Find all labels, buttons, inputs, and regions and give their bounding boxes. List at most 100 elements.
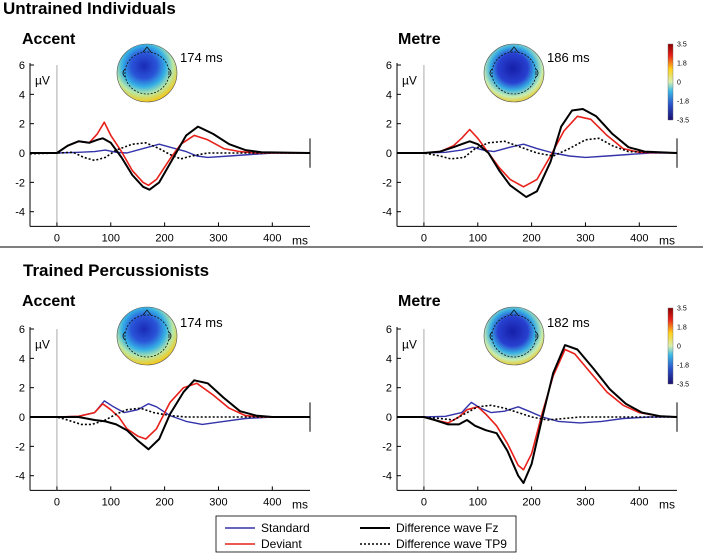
topography-map xyxy=(116,306,178,366)
topography-ear xyxy=(122,68,126,78)
topography-ear xyxy=(489,68,493,78)
colorbar-gradient xyxy=(667,43,674,121)
x-tick-label: 300 xyxy=(209,496,227,508)
x-axis-label: ms xyxy=(292,497,308,511)
y-tick-label: 0 xyxy=(19,412,25,424)
x-tick-label: 100 xyxy=(469,232,487,244)
legend-label: Standard xyxy=(261,521,310,535)
y-tick-label: 6 xyxy=(386,324,392,336)
x-tick-label: 200 xyxy=(155,496,173,508)
topography-ear xyxy=(489,331,493,341)
series-diff-tp9 xyxy=(397,137,678,160)
peak-latency: 182 ms xyxy=(547,315,590,330)
colorbar-label: -1.8 xyxy=(677,363,689,370)
series-diff-tp9 xyxy=(397,404,677,421)
x-tick-label: 300 xyxy=(576,232,594,244)
x-tick-label: 400 xyxy=(263,232,281,244)
x-tick-label: 100 xyxy=(102,496,120,508)
x-tick-label: 0 xyxy=(421,496,427,508)
panel-untrained-metre: Metre 6 4 2 0 -2 -4 µV 0 100 200 300 400 ms 186 ms xyxy=(382,31,678,247)
x-tick-label: 200 xyxy=(522,232,540,244)
topography-ear xyxy=(122,331,126,341)
colorbar-untrained: 3.5 1.8 0 -1.8 -3.5 xyxy=(667,42,689,125)
topography-ear xyxy=(168,68,172,78)
colorbar-label: 3.5 xyxy=(677,306,687,313)
series-diff-fz xyxy=(30,125,311,191)
y-tick-label: -4 xyxy=(15,471,25,483)
series-standard xyxy=(397,401,677,424)
y-tick-label: 6 xyxy=(386,60,392,72)
legend-label: Difference wave Fz xyxy=(396,521,499,535)
colorbar-label: 1.8 xyxy=(677,325,687,332)
series-diff-fz xyxy=(397,108,678,198)
legend-box xyxy=(215,515,517,553)
legend-label: Deviant xyxy=(261,537,302,551)
x-tick-label: 200 xyxy=(155,232,173,244)
colorbar-label: -1.8 xyxy=(677,99,689,106)
series-deviant xyxy=(30,382,310,440)
y-tick-label: 6 xyxy=(19,324,25,336)
group-title-trained: Trained Percussionists xyxy=(23,261,209,280)
colorbar-gradient xyxy=(667,307,674,385)
x-tick-label: 300 xyxy=(209,232,227,244)
topography-head-outline xyxy=(491,51,537,95)
topography-nose xyxy=(509,309,519,316)
topography-nose xyxy=(509,46,519,53)
y-tick-label: -2 xyxy=(15,441,25,453)
topography-nose xyxy=(142,309,152,316)
series-deviant xyxy=(30,121,310,187)
y-axis-label: µV xyxy=(35,74,50,88)
x-tick-label: 0 xyxy=(54,232,60,244)
y-tick-label: 2 xyxy=(19,383,25,395)
topography-ear xyxy=(535,331,539,341)
group-title-untrained: Untrained Individuals xyxy=(3,0,176,18)
colorbar-label: 0 xyxy=(677,80,681,87)
colorbar-label: 3.5 xyxy=(677,42,687,49)
colorbar-label: -3.5 xyxy=(677,382,689,389)
legend-label: Difference wave TP9 xyxy=(396,537,507,551)
y-axis-label: µV xyxy=(402,74,417,88)
x-tick-label: 400 xyxy=(630,232,648,244)
series-deviant xyxy=(397,115,678,188)
y-tick-label: 2 xyxy=(386,119,392,131)
y-tick-label: 6 xyxy=(19,60,25,72)
series-diff-fz xyxy=(397,344,678,484)
topography-map xyxy=(116,43,178,103)
y-tick-label: 0 xyxy=(386,148,392,160)
y-tick-label: 4 xyxy=(19,353,25,365)
series-standard xyxy=(397,143,677,159)
x-tick-label: 100 xyxy=(469,496,487,508)
x-tick-label: 0 xyxy=(421,232,427,244)
x-tick-label: 300 xyxy=(576,496,594,508)
y-tick-label: 4 xyxy=(386,89,392,101)
peak-latency: 174 ms xyxy=(180,315,223,330)
peak-latency: 186 ms xyxy=(547,50,590,65)
topography-head-outline xyxy=(124,51,170,95)
series-diff-tp9 xyxy=(30,407,310,426)
y-tick-label: 4 xyxy=(19,89,25,101)
y-tick-label: -4 xyxy=(15,207,25,219)
topography-map xyxy=(483,43,545,103)
topography-nose xyxy=(142,46,152,53)
y-tick-label: 0 xyxy=(386,412,392,424)
x-tick-label: 400 xyxy=(630,496,648,508)
peak-latency: 174 ms xyxy=(180,50,223,65)
x-axis-label: ms xyxy=(659,497,675,511)
y-tick-label: -4 xyxy=(382,207,392,219)
panel-title: Metre xyxy=(398,293,441,310)
topography-map xyxy=(483,306,545,366)
x-tick-label: 0 xyxy=(54,496,60,508)
x-axis-label: ms xyxy=(292,233,308,247)
topography-ear xyxy=(168,331,172,341)
colorbar-trained: 3.5 1.8 0 -1.8 -3.5 xyxy=(667,306,689,389)
panel-untrained-accent: Accent 6 4 2 0 -2 -4 µV 0 100 200 300 400 ms 174 ms xyxy=(15,31,311,247)
series-deviant xyxy=(397,348,678,471)
panel-trained-accent: Accent 6 4 2 0 -2 -4 µV 0 100 200 300 400 ms 174 ms xyxy=(15,293,311,511)
x-tick-label: 400 xyxy=(263,496,281,508)
x-tick-label: 200 xyxy=(522,496,540,508)
series-diff-fz xyxy=(30,379,310,451)
y-tick-label: 0 xyxy=(19,148,25,160)
colorbar-label: -3.5 xyxy=(677,118,689,125)
y-tick-label: 2 xyxy=(19,119,25,131)
